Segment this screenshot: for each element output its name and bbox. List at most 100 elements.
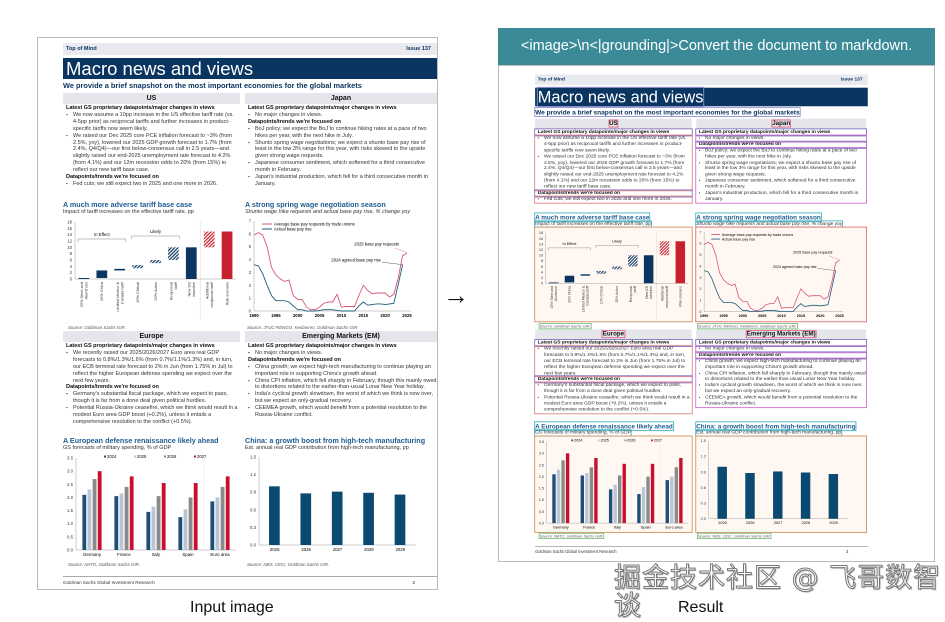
list-item: CEEMEA growth, which would benefit from …: [248, 405, 437, 419]
x-tick-label: Spain: [641, 524, 651, 529]
region-us: US Latest GS proprietary datapoints/major…: [534, 118, 693, 204]
group-heading: Latest GS proprietary datapoints/major c…: [695, 128, 867, 137]
bar: [585, 473, 589, 524]
y-tick-label: 1.5: [67, 508, 74, 513]
x-tick-label: Additional: [204, 282, 209, 299]
wage-chart: 0 1 2 3 4 5 6 7 1990 1995 2000 2005 2010 2015 2020 2025…: [249, 219, 413, 319]
bar: [124, 486, 129, 550]
list-item: India's cyclical growth slowdown, the wo…: [699, 383, 866, 395]
bar: [617, 475, 622, 524]
x-tick-label: Additional: [661, 286, 665, 301]
x-tick-label: tariff: [173, 281, 178, 289]
chart-title: China: a growth boost from high-tech man…: [245, 436, 426, 445]
x-tick-label: 25% Steel and: [79, 282, 84, 307]
bullet-list: Fed cuts; we still expect two in 2025 an…: [63, 181, 240, 188]
bar: [225, 476, 230, 550]
x-tick-label: France: [583, 524, 595, 529]
group-heading: Datapoints/trends we're focused on: [66, 174, 159, 181]
region-europe: Europe Latest GS proprietary datapoints/m…: [63, 331, 240, 426]
bar: [717, 466, 727, 519]
y-tick-label: 16: [539, 237, 543, 241]
bar: [628, 255, 638, 267]
x-tick-label: 2010: [777, 314, 785, 318]
region-header: Emerging Markets (EM): [245, 331, 437, 342]
region-japan: Japan Latest GS proprietary datapoints/ma…: [245, 93, 437, 188]
x-tick-label: Aluminum: [84, 282, 89, 299]
bar: [78, 278, 90, 279]
annotation-leader: [828, 255, 840, 260]
list-item: Potential Russia-Ukraine ceasefire, whic…: [538, 395, 692, 413]
legend-label: 2025: [137, 454, 147, 459]
list-item: No major changes in views.: [699, 346, 866, 352]
x-tick-label: Limited Mexico &: [582, 285, 586, 312]
group-heading: Datapoints/trends we're focused on: [248, 356, 341, 363]
list-item: We now assume a 10pp increase in the US …: [538, 135, 692, 153]
y-tick-label: 4: [70, 264, 73, 269]
chart-title: A much more adverse tariff base case: [534, 212, 651, 223]
chart-source: Source: JTUC-RENGO, Keidanren, Goldman S…: [247, 325, 359, 330]
x-tick-label: Risk scenario: [679, 286, 683, 307]
chart-subtitle: GS forecasts of military spending, % of …: [63, 445, 172, 451]
bar: [178, 517, 183, 550]
annotation: In Effect: [563, 242, 578, 246]
region-header: Japan: [245, 93, 437, 104]
bullet-list: No major changes in views.: [245, 112, 437, 119]
annotation: 2025 base pay requests: [793, 251, 833, 255]
list-item: Fed cuts; we still expect two in 2025 an…: [538, 197, 692, 203]
annotation-leader: [817, 268, 837, 271]
y-tick-label: 1: [699, 299, 701, 303]
page-number: 2: [846, 549, 849, 555]
group-heading: Datapoints/trends we're focused on: [695, 351, 867, 360]
bar: [670, 476, 674, 524]
footer-text: Goldman Sachs Global Investment Research: [63, 580, 155, 585]
page-subtitle: We provide a brief snapshot on the most …: [63, 81, 362, 90]
list-item: China CPI inflation, which fell sharply …: [248, 378, 437, 392]
bar: [828, 474, 839, 519]
x-tick-label: 2005: [758, 314, 766, 318]
region-header: Europe: [535, 329, 692, 340]
x-tick-label: 1995: [719, 314, 727, 318]
y-tick-label: 2: [249, 283, 252, 288]
y-tick-label: 0.0: [250, 543, 257, 548]
series-line: [703, 241, 840, 311]
list-item: Shunto spring wage negotiations; we expe…: [248, 140, 437, 161]
page-title: Macro news and views: [536, 86, 705, 108]
defense-chart: 0.0 0.5 1.0 1.5 2.0 2.5 3.0 3.5 2024 2025 2026 2027…: [534, 435, 693, 533]
bar: [745, 473, 755, 519]
y-tick-label: 3: [699, 276, 701, 280]
page-number: 2: [412, 580, 415, 585]
legend-label: 2026: [167, 454, 177, 459]
chart-subtitle: Impact of tariff increases on the effect…: [63, 209, 194, 215]
x-tick-label: 1990: [700, 314, 708, 318]
bracket: [131, 235, 180, 239]
chart-source: Source: JTUC-RENGO, Keidanren, Goldman S…: [697, 323, 798, 330]
y-tick-label: 12: [539, 248, 543, 252]
y-tick-label: 14: [67, 232, 72, 237]
y-tick-label: 2: [699, 287, 701, 291]
annotation: 2024 agreed base pay rise: [773, 265, 817, 269]
x-tick-label: Euro area: [666, 524, 684, 529]
bar: [203, 231, 215, 248]
legend-label: Actual base pay rise: [274, 227, 312, 232]
y-tick-label: 6: [70, 258, 73, 263]
legend-label: Average base pay requests by trade union…: [722, 233, 794, 237]
bar: [674, 467, 679, 524]
bar: [675, 241, 686, 284]
x-tick-label: 2000: [293, 313, 303, 318]
y-tick-label: 18: [67, 220, 72, 225]
x-tick-label: 2026: [746, 521, 754, 525]
y-tick-label: 1.0: [67, 521, 74, 526]
y-tick-label: 3.5: [67, 456, 74, 461]
region-name: Japan: [330, 95, 352, 102]
x-tick-label: Spain: [182, 552, 194, 557]
x-tick-label: Canada tariff: [119, 281, 124, 304]
series-line: [253, 232, 408, 311]
x-tick-label: 2028: [802, 521, 810, 525]
group-heading: Datapoints/trends we're focused on: [534, 375, 693, 384]
y-tick-label: 2: [70, 270, 73, 275]
bar: [97, 471, 102, 550]
list-item: China growth; we expect high-tech manufa…: [248, 364, 437, 378]
y-tick-label: 6: [249, 231, 252, 236]
bar: [596, 270, 606, 274]
